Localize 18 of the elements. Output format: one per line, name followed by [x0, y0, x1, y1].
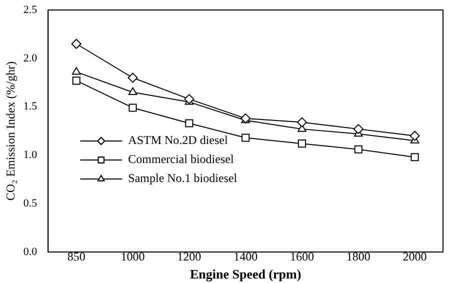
legend-label: Sample No.1 biodiesel — [128, 171, 238, 186]
y-axis-title: CO₂ Emission Index (%/ghr) — [3, 61, 18, 201]
x-tick-label: 1400 — [234, 249, 258, 264]
x-tick-label: 1200 — [177, 249, 202, 264]
x-tick-label: 1800 — [346, 249, 370, 264]
x-tick-label: 850 — [67, 249, 86, 264]
x-tick-label: 1600 — [290, 249, 314, 264]
y-tick-label: 2.0 — [23, 52, 38, 64]
x-tick-label: 1000 — [120, 249, 145, 264]
x-tick-label: 2000 — [402, 249, 427, 264]
y-tick-label: 2.5 — [23, 4, 38, 16]
legend-label: ASTM No.2D diesel — [128, 133, 228, 148]
y-tick-label: 1.0 — [23, 149, 38, 162]
legend-label: Commercial biodiesel — [128, 152, 234, 166]
y-tick-label: 0.5 — [23, 197, 38, 210]
x-axis-title: Engine Speed (rpm) — [190, 266, 302, 282]
y-tick-label: 1.5 — [23, 100, 38, 113]
y-tick-label: 0.0 — [23, 246, 38, 258]
